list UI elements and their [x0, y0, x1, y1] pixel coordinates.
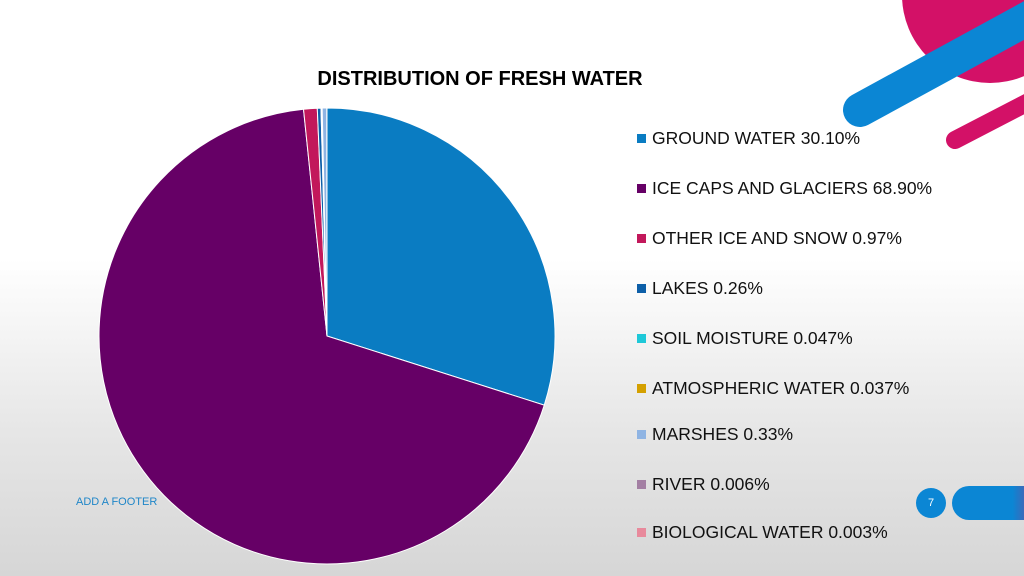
- legend-label: GROUND WATER 30.10%: [652, 128, 861, 148]
- pie-slice-1: [98, 108, 545, 565]
- legend-swatch: [637, 184, 646, 193]
- legend-label: LAKES 0.26%: [652, 278, 763, 298]
- legend-swatch: [637, 134, 646, 143]
- legend-label: SOIL MOISTURE 0.047%: [652, 328, 853, 348]
- pie-slice-0: [326, 107, 556, 406]
- legend-label: MARSHES 0.33%: [652, 424, 794, 444]
- legend-item: RIVER 0.006%: [637, 474, 937, 495]
- legend-label: RIVER 0.006%: [652, 474, 770, 494]
- legend-swatch: [637, 528, 646, 537]
- legend-item: ICE CAPS AND GLACIERS 68.90%: [637, 178, 937, 199]
- legend-label: BIOLOGICAL WATER 0.003%: [652, 522, 888, 542]
- legend-label: OTHER ICE AND SNOW 0.97%: [652, 228, 902, 248]
- chart-title: DISTRIBUTION OF FRESH WATER: [317, 68, 643, 90]
- footer-text: ADD A FOOTER: [76, 496, 158, 508]
- legend-swatch: [637, 234, 646, 243]
- legend-label: ICE CAPS AND GLACIERS 68.90%: [652, 178, 933, 198]
- legend-item: GROUND WATER 30.10%: [637, 128, 937, 149]
- legend-item: ATMOSPHERIC WATER 0.037%: [637, 378, 937, 399]
- legend-item: SOIL MOISTURE 0.047%: [637, 328, 937, 349]
- legend-swatch: [637, 384, 646, 393]
- legend-swatch: [637, 284, 646, 293]
- page-number-badge: 7: [916, 488, 946, 518]
- legend-item: BIOLOGICAL WATER 0.003%: [637, 522, 937, 543]
- legend-swatch: [637, 430, 646, 439]
- legend-item: MARSHES 0.33%: [637, 424, 937, 445]
- legend-swatch: [637, 480, 646, 489]
- legend-item: OTHER ICE AND SNOW 0.97%: [637, 228, 937, 249]
- legend-label: ATMOSPHERIC WATER 0.037%: [652, 378, 910, 398]
- legend-swatch: [637, 334, 646, 343]
- legend-item: LAKES 0.26%: [637, 278, 937, 299]
